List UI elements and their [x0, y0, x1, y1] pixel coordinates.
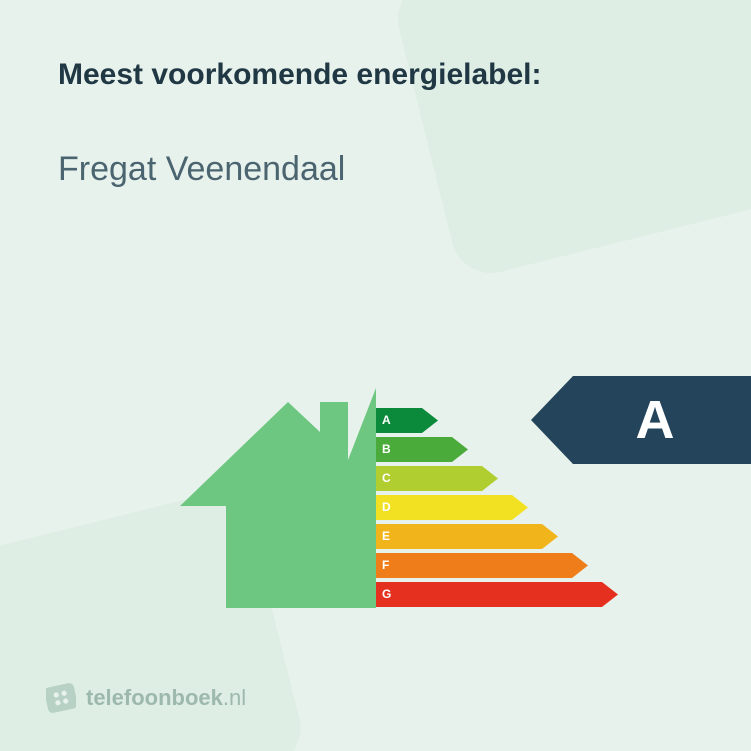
- footer-brand-name: telefoonboek: [86, 685, 223, 710]
- house-icon: [180, 388, 376, 608]
- location-name: Fregat Veenendaal: [58, 150, 693, 189]
- energy-bar-shape: [376, 524, 558, 549]
- energy-bar-label: F: [382, 553, 389, 578]
- energy-bar-shape: [376, 553, 588, 578]
- footer: telefoonboek.nl: [46, 683, 246, 713]
- energy-bar-label: C: [382, 466, 391, 491]
- result-letter: A: [636, 389, 675, 451]
- energy-bar-label: E: [382, 524, 390, 549]
- energy-bar-shape: [376, 495, 528, 520]
- phonebook-logo-icon: [46, 683, 76, 713]
- page-title: Meest voorkomende energielabel:: [58, 58, 693, 92]
- energy-bar-label: A: [382, 408, 391, 433]
- footer-brand: telefoonboek.nl: [86, 685, 246, 711]
- result-banner: A: [531, 376, 751, 464]
- energy-bar-shape: [376, 466, 498, 491]
- footer-brand-tld: .nl: [223, 685, 246, 710]
- energy-bar-label: D: [382, 495, 391, 520]
- energy-bar-label: B: [382, 437, 391, 462]
- energy-bar-shape: [376, 582, 618, 607]
- energy-bar-label: G: [382, 582, 391, 607]
